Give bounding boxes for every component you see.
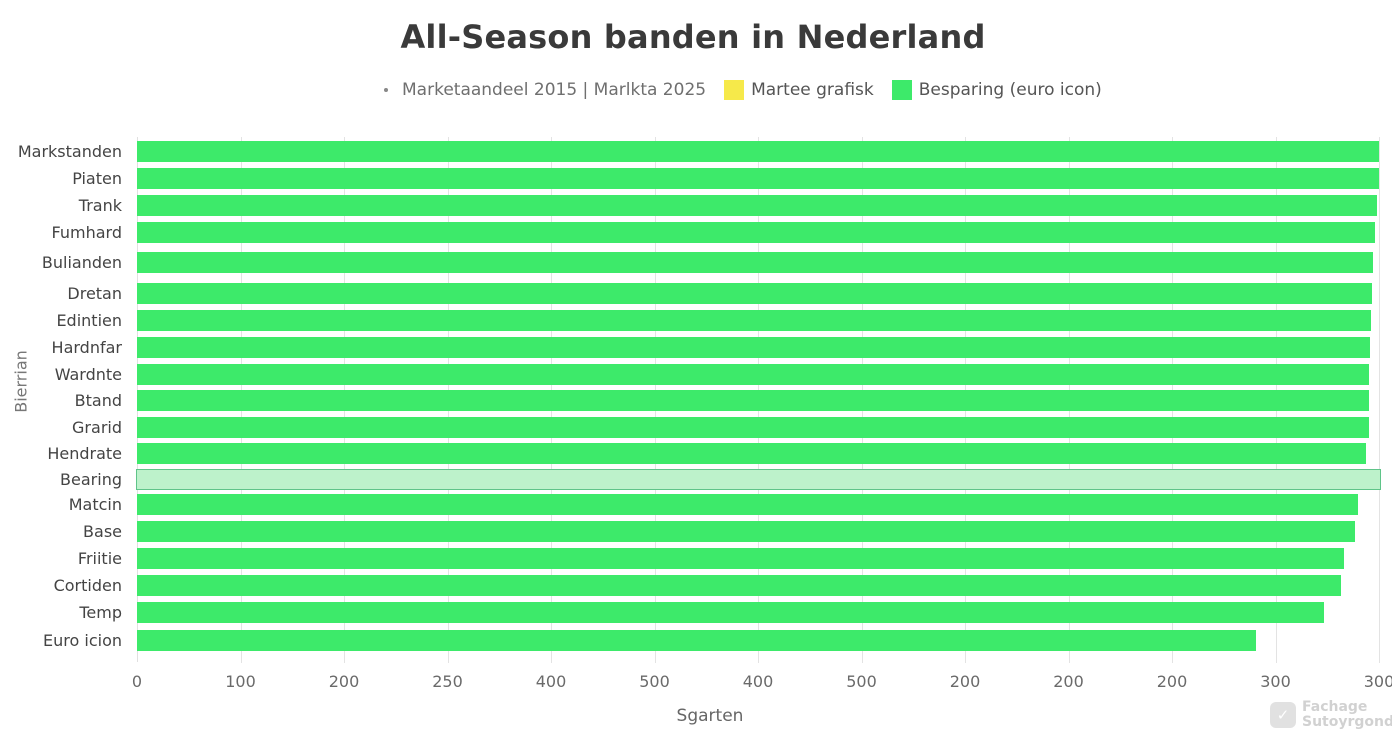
x-axis-tick-label: 100 (225, 672, 256, 691)
bar[interactable] (137, 283, 1372, 304)
bar[interactable] (137, 141, 1379, 162)
y-axis-category-label: Wardnte (54, 365, 122, 384)
legend-bullet-icon (384, 88, 388, 92)
bar[interactable] (137, 548, 1344, 569)
bar[interactable] (137, 575, 1341, 596)
x-axis-tick-label: 500 (639, 672, 670, 691)
bar[interactable] (137, 195, 1377, 216)
watermark-line-2: Sutoyrgond (1302, 714, 1392, 730)
bar[interactable] (137, 337, 1370, 358)
x-axis-title: Sgarten (676, 706, 744, 726)
y-axis-category-label: Edintien (56, 311, 122, 330)
watermark-line-1: Fachage (1302, 699, 1368, 715)
y-axis-category-label: Cortiden (53, 576, 122, 595)
y-axis-category-label: Fumhard (51, 223, 122, 242)
bar[interactable] (137, 168, 1379, 189)
x-axis-tick-label: 0 (131, 672, 143, 691)
legend-swatch-green-icon (891, 80, 912, 100)
x-axis-tick-label: 400 (742, 672, 774, 691)
plot-area (136, 137, 1381, 663)
legend-label: Marketaandeel 2015 | Marlkta 2025 (402, 80, 707, 100)
y-axis-category-label: Markstanden (17, 142, 122, 161)
y-axis-category-label: Grarid (72, 418, 122, 437)
y-axis-category-label: Matcin (68, 495, 122, 514)
x-axis-tick-label: 500 (846, 672, 877, 691)
bar[interactable] (137, 443, 1366, 464)
y-axis-category-label: Dretan (67, 284, 122, 303)
legend-label: Besparing (euro icon) (918, 80, 1102, 100)
legend-item-market-share: Marketaandeel 2015 | Marlkta 2025 (402, 80, 706, 100)
bar[interactable] (137, 602, 1325, 623)
bar[interactable] (137, 521, 1356, 542)
leaf-logo-icon: ✓ (1270, 702, 1296, 728)
x-axis-tick-label: 300 (1260, 672, 1291, 691)
y-axis-category-label: Piaten (72, 169, 122, 188)
bar[interactable] (137, 222, 1375, 243)
y-axis-category-label: Euro icion (43, 631, 122, 650)
y-axis-category-label: Bulianden (41, 253, 122, 272)
bar[interactable] (137, 252, 1373, 273)
y-axis-category-label: Base (83, 522, 122, 541)
y-axis-category-label: Temp (79, 603, 122, 622)
bar[interactable] (137, 390, 1369, 411)
bar[interactable] (137, 417, 1369, 438)
y-axis-category-label: Hendrate (47, 444, 122, 463)
y-axis-category-label: Friitie (77, 549, 122, 568)
bar-highlighted[interactable] (136, 469, 1381, 490)
x-axis-tick-label: 250 (432, 672, 463, 691)
watermark-text: Fachage Sutoyrgond (1302, 700, 1392, 730)
legend-item-martee-grafisk: Martee grafisk (724, 80, 874, 100)
bar[interactable] (137, 630, 1256, 651)
x-axis-tick-label: 200 (328, 672, 360, 691)
x-axis-tick-label: 200 (949, 672, 981, 691)
x-axis-tick-label: 200 (1156, 672, 1188, 691)
gridline (1379, 137, 1380, 663)
y-axis-category-label: Hardnfar (51, 338, 122, 357)
legend-item-besparing: Besparing (euro icon) (891, 80, 1102, 100)
bar[interactable] (137, 494, 1359, 515)
chart-title: All-Season banden in Nederland (400, 18, 986, 56)
x-axis-tick-label: 300 (1363, 672, 1392, 691)
y-axis-category-label: Btand (74, 391, 122, 410)
y-axis-category-label: Trank (78, 196, 122, 215)
y-axis-category-label: Bearing (60, 470, 122, 489)
x-axis-tick-label: 400 (535, 672, 567, 691)
bar[interactable] (137, 364, 1369, 385)
watermark: ✓ Fachage Sutoyrgond (1270, 700, 1392, 730)
bar[interactable] (137, 310, 1371, 331)
x-axis-tick-label: 200 (1053, 672, 1084, 691)
legend-label: Martee grafisk (751, 80, 874, 100)
legend-swatch-yellow-icon (724, 80, 745, 100)
legend: Marketaandeel 2015 | Marlkta 2025 Martee… (384, 78, 1120, 102)
